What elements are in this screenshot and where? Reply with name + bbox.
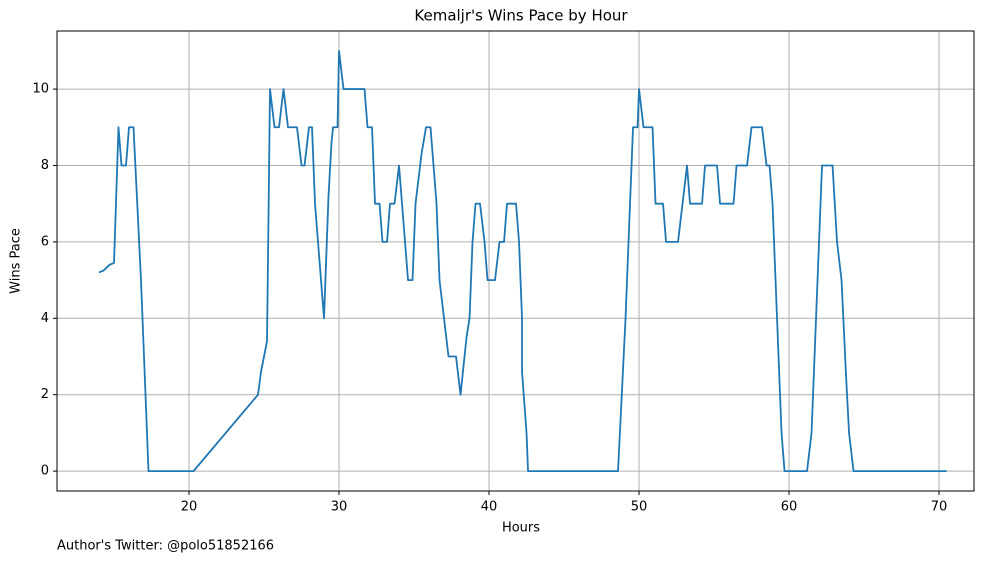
x-tick-label: 60 — [781, 500, 798, 515]
x-axis-label: Hours — [502, 521, 540, 536]
x-tick-label: 20 — [181, 500, 198, 515]
y-tick-label: 8 — [41, 158, 49, 173]
x-tick-label: 70 — [931, 500, 948, 515]
x-tick-label: 40 — [481, 500, 498, 515]
x-tick-label: 30 — [331, 500, 348, 515]
y-tick-label: 6 — [41, 234, 49, 249]
x-tick-label: 50 — [631, 500, 648, 515]
plot-frame — [56, 30, 975, 492]
chart-title: Kemaljr's Wins Pace by Hour — [414, 7, 628, 25]
y-tick-label: 4 — [41, 311, 49, 326]
y-tick-label: 10 — [32, 82, 49, 97]
footnote: Author's Twitter: @polo51852166 — [57, 539, 274, 554]
y-tick-label: 0 — [41, 464, 49, 479]
y-tick-label: 2 — [41, 387, 49, 402]
y-axis-label: Wins Pace — [9, 228, 24, 294]
data-line — [98, 49, 947, 473]
